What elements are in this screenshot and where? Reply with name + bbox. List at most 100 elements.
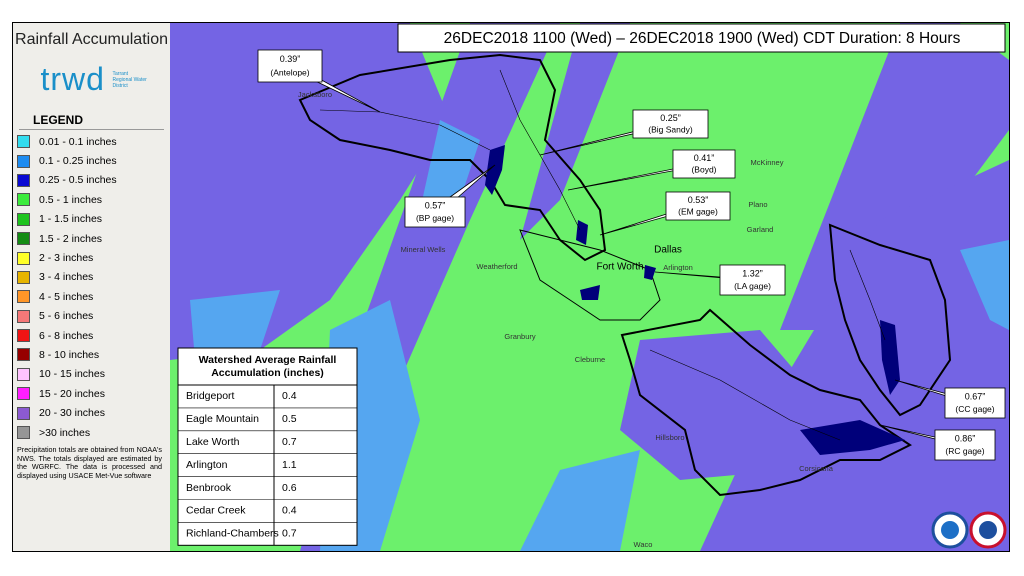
table-cell: Arlington xyxy=(186,459,228,471)
legend-label: 15 - 20 inches xyxy=(39,387,105,400)
table: Watershed Average Rainfall Accumulation (… xyxy=(177,347,358,546)
legend-item: 10 - 15 inches xyxy=(13,365,170,384)
callout-value: 0.86” xyxy=(955,433,976,443)
legend-swatch xyxy=(17,426,30,440)
place-label: Waco xyxy=(634,540,653,549)
table-cell: Lake Worth xyxy=(186,436,240,448)
table-cell: 0.4 xyxy=(282,505,297,517)
legend: 0.01 - 0.1 inches 0.1 - 0.25 inches 0.25 -… xyxy=(13,132,170,442)
callout-box xyxy=(632,109,709,139)
table-cell: Eagle Mountain xyxy=(186,413,259,425)
callout-site: (Boyd) xyxy=(691,164,716,174)
table-cell: 1.1 xyxy=(282,459,297,471)
callout-value: 0.57” xyxy=(425,200,446,210)
legend-label: 20 - 30 inches xyxy=(39,407,105,420)
table-cell: Benbrook xyxy=(186,482,232,494)
legend-item: 15 - 20 inches xyxy=(13,384,170,403)
legend-swatch xyxy=(17,270,30,284)
place-label: Weatherford xyxy=(476,262,517,271)
callout-box xyxy=(672,149,736,179)
noaa-logo xyxy=(941,521,959,539)
legend-swatch xyxy=(17,232,30,246)
watershed-outline xyxy=(298,53,607,262)
lake xyxy=(644,265,656,280)
place-label: Jacksboro xyxy=(298,90,332,99)
lake xyxy=(576,220,588,245)
note: Precipitation totals are obtained from N… xyxy=(17,445,162,481)
callout-value: 0.39” xyxy=(280,54,301,64)
legend-swatch xyxy=(17,406,30,420)
place-label: Granbury xyxy=(504,332,536,341)
legend-swatch xyxy=(17,212,30,226)
legend-swatch xyxy=(17,329,30,343)
legend-item: 20 - 30 inches xyxy=(13,403,170,422)
rain-band xyxy=(420,120,480,210)
legend-item: 3 - 4 inches xyxy=(13,268,170,287)
callout-value: 0.67” xyxy=(965,391,986,401)
rain-band xyxy=(960,240,1009,330)
watershed-outline xyxy=(620,308,912,497)
table-cell: Bridgeport xyxy=(186,390,235,402)
legend-item: >30 inches xyxy=(13,423,170,442)
legend-title: LEGEND xyxy=(33,113,84,127)
callouts: 0.39” (Antelope) 0.25”(Big Sandy) 0.41”(Boy… xyxy=(257,49,1006,461)
sidebar-title: Rainfall Accumulation xyxy=(15,31,168,48)
table-title-line: Accumulation (inches) xyxy=(211,367,324,379)
callout-site: (Big Sandy) xyxy=(648,124,693,134)
agency-logos xyxy=(931,511,1007,549)
legend-swatch xyxy=(17,367,30,381)
legend-item: 1 - 1.5 inches xyxy=(13,210,170,229)
legend-item: 8 - 10 inches xyxy=(13,345,170,364)
legend-label: 1.5 - 2 inches xyxy=(39,232,103,245)
legend-label: 6 - 8 inches xyxy=(39,329,94,342)
legend-swatch xyxy=(17,173,30,187)
callout-value: 1.32” xyxy=(742,268,763,278)
legend-swatch xyxy=(17,387,30,401)
table-cell: 0.4 xyxy=(282,390,297,402)
table-cell: Richland-Chambers xyxy=(186,528,279,540)
table-cell: 0.7 xyxy=(282,528,297,540)
place-label: Dallas xyxy=(654,245,682,256)
callout-box xyxy=(719,264,786,296)
callout-value: 0.53” xyxy=(688,195,709,205)
callout-value: 0.25” xyxy=(660,113,681,123)
divider xyxy=(19,129,164,130)
legend-label: 0.5 - 1 inches xyxy=(39,193,103,206)
places: Fort Worth Dallas Arlington Garland Plano McK… xyxy=(298,90,834,549)
place-label: Corsicana xyxy=(799,464,834,473)
legend-swatch xyxy=(17,290,30,304)
legend-swatch xyxy=(17,154,30,168)
rain-band xyxy=(520,450,640,551)
callout-site: (BP gage) xyxy=(416,213,454,223)
table-cell: 0.6 xyxy=(282,482,297,494)
place-label: Fort Worth xyxy=(596,262,643,273)
legend-item: 5 - 6 inches xyxy=(13,307,170,326)
rain-band xyxy=(620,330,820,480)
callout-box xyxy=(404,196,466,228)
legend-label: >30 inches xyxy=(39,426,91,439)
table-cell: 0.5 xyxy=(282,413,297,425)
callout-box xyxy=(944,387,1006,419)
legend-item: 0.1 - 0.25 inches xyxy=(13,151,170,170)
place-label: Mineral Wells xyxy=(401,245,446,254)
place-label: Garland xyxy=(747,225,774,234)
legend-label: 0.1 - 0.25 inches xyxy=(39,155,117,168)
rain-band xyxy=(170,23,450,360)
lake xyxy=(800,420,905,455)
callout-site: (RC gage) xyxy=(945,446,984,456)
legend-item: 0.5 - 1 inches xyxy=(13,190,170,209)
rain-band xyxy=(520,23,630,240)
header-box xyxy=(397,23,1006,53)
legend-item: 0.01 - 0.1 inches xyxy=(13,132,170,151)
legend-swatch xyxy=(17,193,30,207)
callout-site: (Antelope) xyxy=(270,67,309,77)
table-frame xyxy=(177,347,358,546)
callout-box xyxy=(665,191,731,221)
place-label: Hillsboro xyxy=(655,433,684,442)
legend-label: 10 - 15 inches xyxy=(39,368,105,381)
lake xyxy=(580,285,600,300)
table-cell: Cedar Creek xyxy=(186,505,246,517)
sidebar: Rainfall Accumulation trwd Tarrant Regio… xyxy=(13,23,170,551)
logo: trwd Tarrant Regional Water District xyxy=(37,59,147,103)
legend-item: 4 - 5 inches xyxy=(13,287,170,306)
